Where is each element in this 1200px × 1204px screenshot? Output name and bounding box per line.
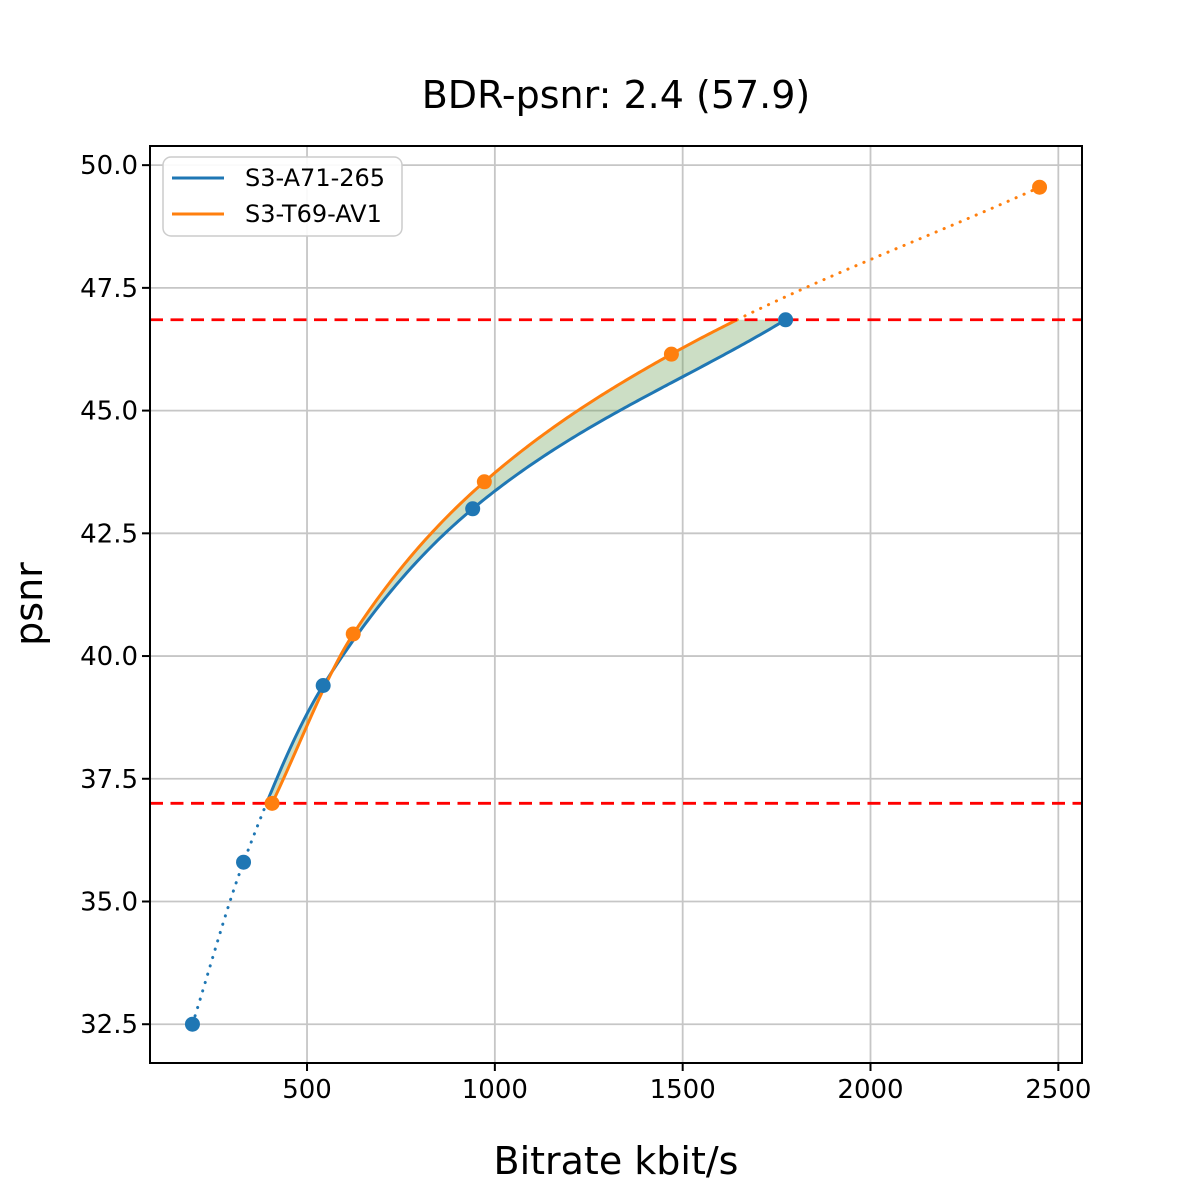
orange-rd-curve [270, 318, 739, 805]
blue-rd-curve [265, 318, 788, 805]
y-axis-label: psnr [7, 562, 51, 646]
plot-border [149, 145, 1083, 1064]
orange-extrapolated-curve [735, 185, 1042, 322]
y-tick-label: 45.0 [80, 397, 138, 427]
psnr-bound-lines [150, 318, 1082, 805]
chart-title: BDR-psnr: 2.4 (57.9) [422, 73, 811, 117]
data-point [778, 312, 794, 328]
data-point [476, 474, 492, 490]
rd-curves [190, 185, 1042, 1026]
blue-extrapolated-curve [190, 801, 269, 1026]
data-point [465, 501, 481, 517]
x-tick-label: 500 [282, 1075, 332, 1105]
data-point [236, 854, 252, 870]
x-tick-label: 2000 [837, 1075, 903, 1105]
y-tick-label: 35.0 [80, 887, 138, 917]
data-point-markers [184, 179, 1048, 1032]
y-tick-label: 47.5 [80, 274, 138, 304]
x-tick-label: 2500 [1025, 1075, 1091, 1105]
legend-label-s3-t69-av1: S3-T69-AV1 [245, 200, 382, 228]
legend: S3-A71-265 S3-T69-AV1 [162, 156, 403, 237]
x-axis-label: Bitrate kbit/s [494, 1139, 739, 1183]
legend-label-s3-a71-265: S3-A71-265 [245, 164, 385, 192]
axis-tick-labels: 500 1000 1500 2000 2500 32.5 35.0 37.5 40.0 42.5 4… [80, 151, 1091, 1105]
bd-area-fill [272, 319, 786, 804]
y-tick-label: 37.5 [80, 765, 138, 795]
y-tick-label: 32.5 [80, 1010, 138, 1040]
y-tick-label: 40.0 [80, 642, 138, 672]
gridlines [150, 146, 1082, 1063]
axis-ticks [142, 164, 1060, 1071]
data-point [345, 626, 361, 642]
data-point [663, 346, 679, 362]
y-tick-label: 50.0 [80, 151, 138, 181]
y-tick-label: 42.5 [80, 519, 138, 549]
data-point [264, 795, 280, 811]
x-tick-label: 1000 [462, 1075, 528, 1105]
data-point [184, 1016, 200, 1032]
data-point [1032, 179, 1048, 195]
x-tick-label: 1500 [650, 1075, 716, 1105]
data-point [315, 677, 331, 693]
